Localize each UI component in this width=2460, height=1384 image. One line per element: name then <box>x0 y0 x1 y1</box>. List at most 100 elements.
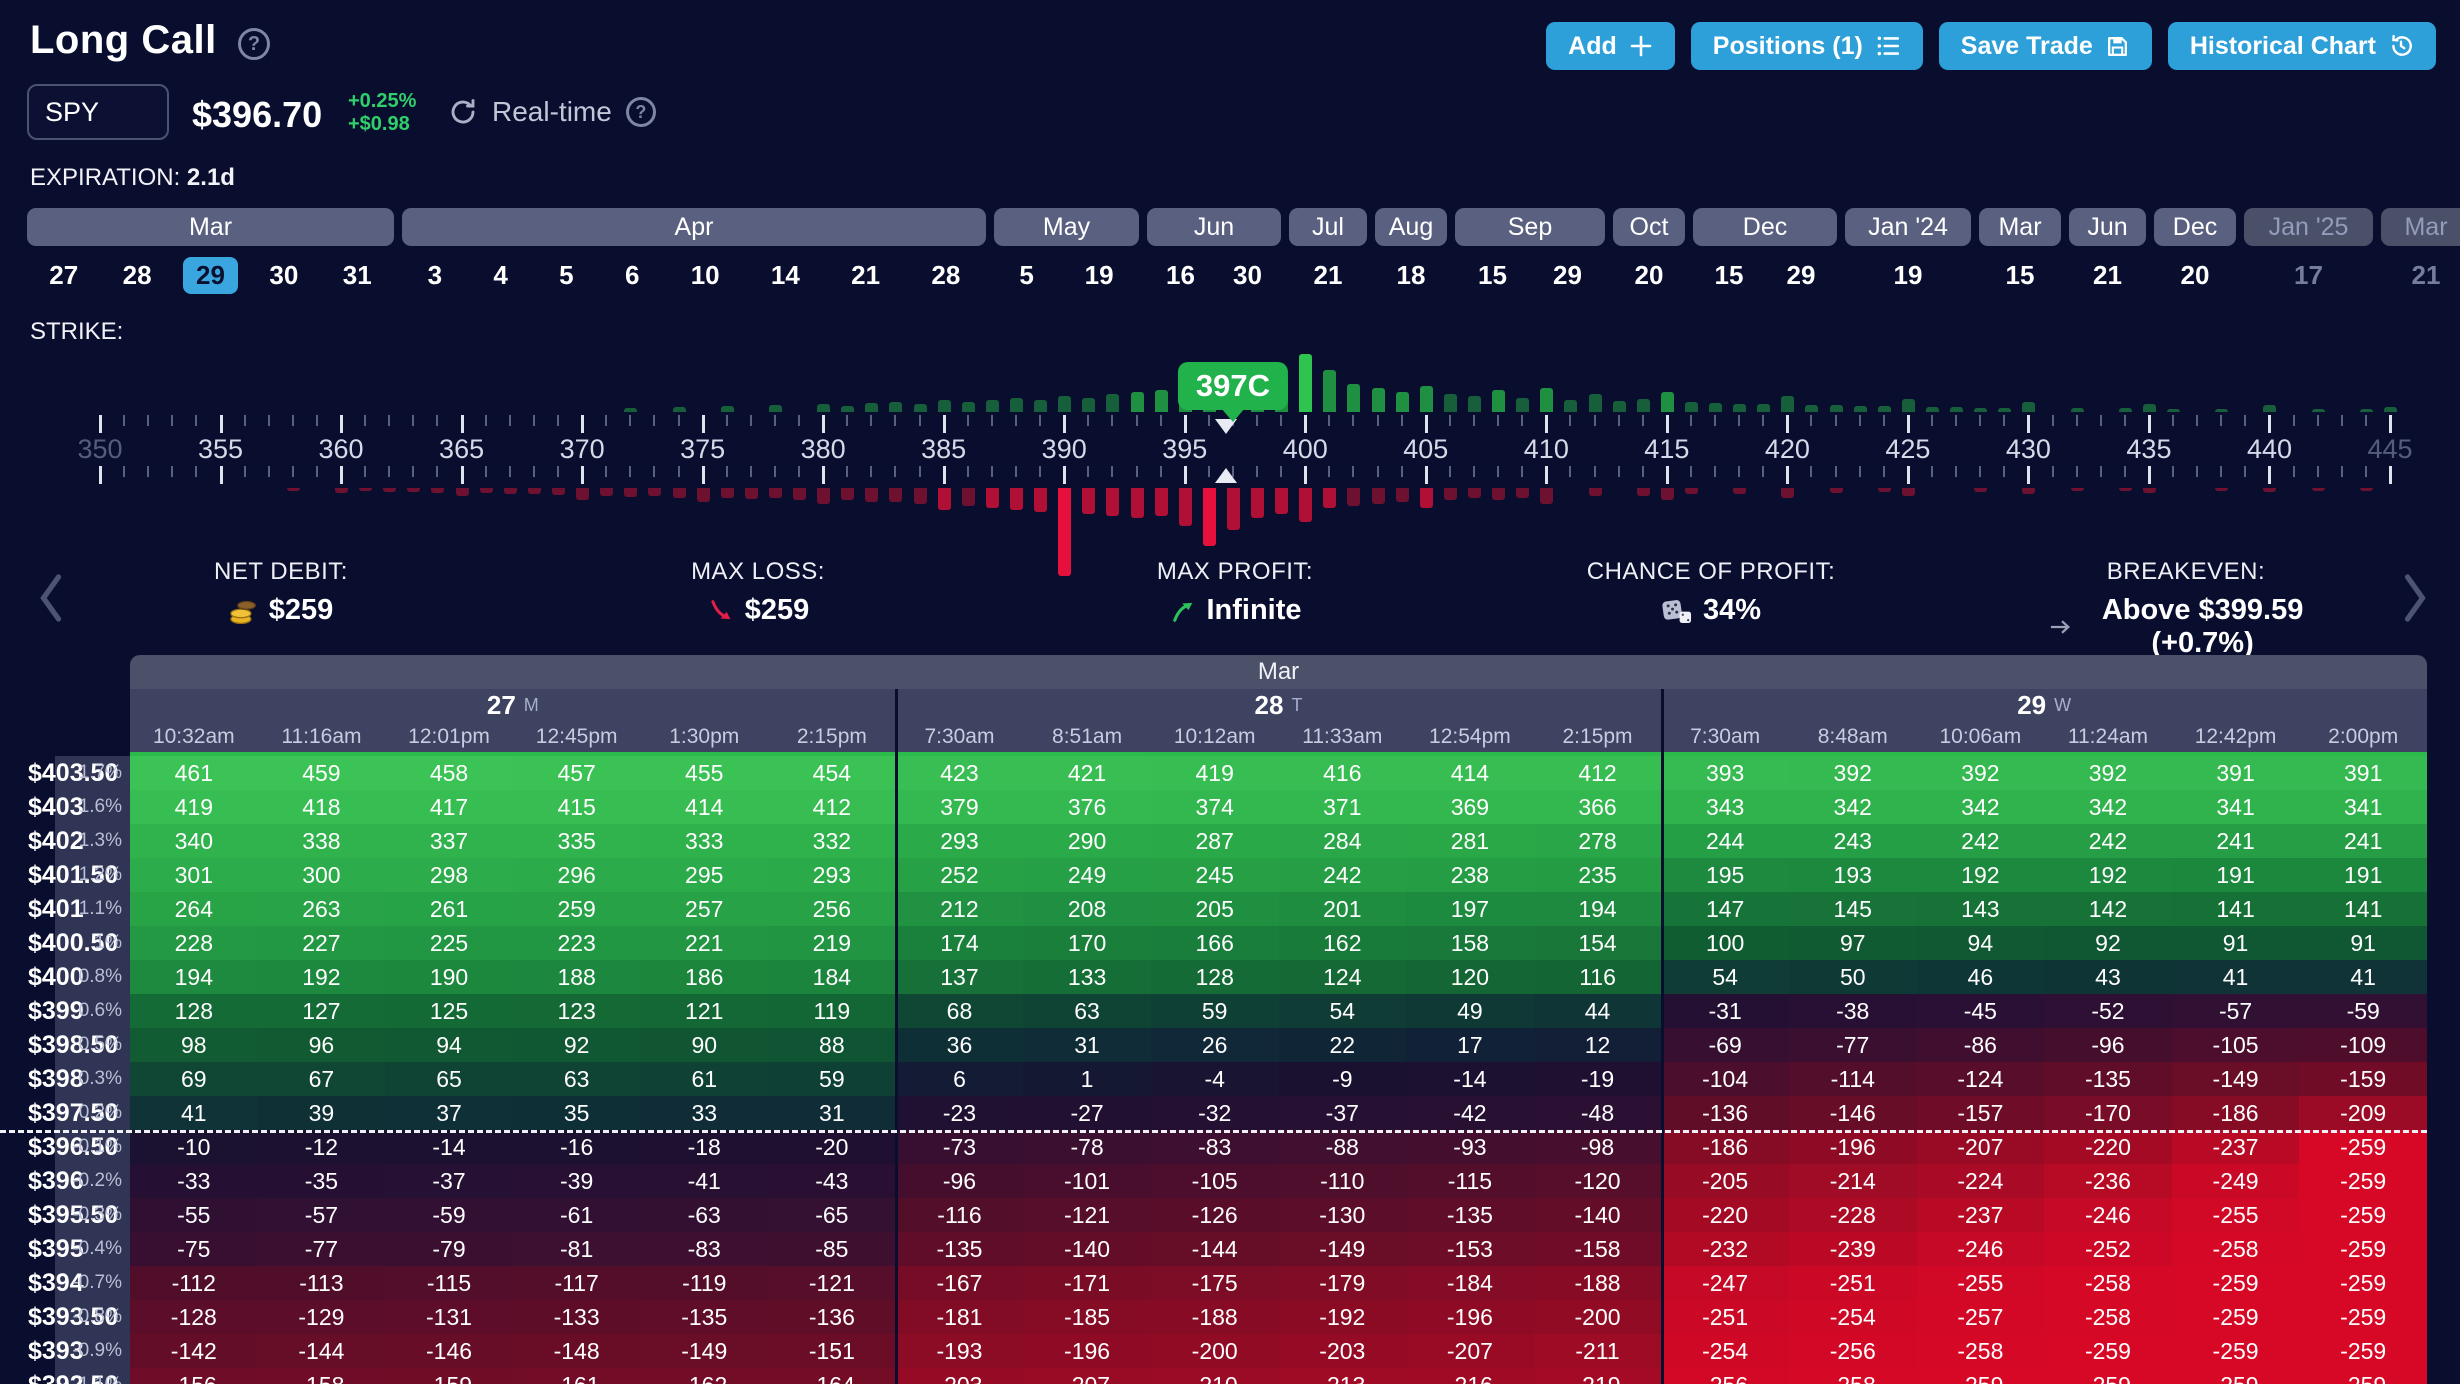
expiration-date-21[interactable]: 21 <box>2411 259 2441 290</box>
stats-prev-chevron-icon[interactable] <box>36 572 66 624</box>
month-tab-jun[interactable]: Jun <box>2069 208 2146 246</box>
put-volume-bar <box>552 488 565 495</box>
pl-cell: -105 <box>2171 1028 2300 1062</box>
pl-cell: -181 <box>895 1300 1024 1334</box>
strike-pct-change: 0.3% <box>78 1068 122 1089</box>
expiration-date-18[interactable]: 18 <box>1396 259 1426 290</box>
expiration-date-27[interactable]: 27 <box>49 259 79 290</box>
expiration-date-30[interactable]: 30 <box>1233 259 1262 290</box>
month-tab-mar[interactable]: Mar <box>27 208 394 246</box>
stats-next-chevron-icon[interactable] <box>2400 572 2430 624</box>
add-button[interactable]: Add <box>1546 22 1675 70</box>
axis-tick <box>1858 466 1861 477</box>
expiration-date-21[interactable]: 21 <box>2093 259 2122 290</box>
pl-cell: 264 <box>130 892 258 926</box>
strategy-help-icon[interactable]: ? <box>238 28 270 60</box>
pl-cell: 96 <box>257 1028 386 1062</box>
expiration-date-28[interactable]: 28 <box>931 259 961 290</box>
month-tab-apr[interactable]: Apr <box>402 208 986 246</box>
put-volume-bar <box>720 488 734 498</box>
month-tab-sep[interactable]: Sep <box>1455 208 1605 246</box>
expiration-date-15[interactable]: 15 <box>1714 259 1744 290</box>
expiration-date-15[interactable]: 15 <box>1478 259 1507 290</box>
historical-chart-button[interactable]: Historical Chart <box>2167 22 2436 70</box>
expiration-date-10[interactable]: 10 <box>690 259 720 290</box>
month-tab-may[interactable]: May <box>994 208 1139 246</box>
month-tab-jul[interactable]: Jul <box>1289 208 1367 246</box>
axis-tick <box>1111 415 1114 426</box>
pl-cell: -98 <box>1533 1130 1662 1164</box>
axis-label-375: 375 <box>680 434 726 464</box>
pl-cell: -164 <box>768 1368 896 1384</box>
put-volume-bar <box>841 488 855 500</box>
expiration-date-21[interactable]: 21 <box>1313 259 1343 290</box>
axis-tick <box>581 415 585 433</box>
refresh-icon[interactable] <box>448 97 478 127</box>
axis-tick <box>1762 415 1765 426</box>
axis-tick <box>2292 415 2295 426</box>
month-group-aug: Aug 18 <box>1375 208 1447 294</box>
pl-cell: 26 <box>1150 1028 1279 1062</box>
strike-badge[interactable]: 397C <box>1177 362 1288 410</box>
month-tab-dec[interactable]: Dec <box>1693 208 1837 246</box>
strike-pct-change: 0.5% <box>78 1034 122 1055</box>
strike-price: $402 <box>28 826 84 855</box>
expiration-date-5[interactable]: 5 <box>559 259 574 290</box>
month-tab-jan24[interactable]: Jan '24 <box>1845 208 1971 246</box>
expiration-date-16[interactable]: 16 <box>1166 259 1195 290</box>
save-trade-button[interactable]: Save Trade <box>1938 22 2152 70</box>
ticker-input[interactable] <box>27 84 169 140</box>
strike-badge-pointer <box>1220 408 1245 422</box>
pl-cell: 341 <box>2299 790 2427 824</box>
axis-tick <box>2364 466 2367 477</box>
expiration-date-20[interactable]: 20 <box>2180 259 2210 290</box>
expiration-date-30[interactable]: 30 <box>269 259 299 290</box>
axis-tick <box>1834 415 1837 426</box>
expiration-date-31[interactable]: 31 <box>342 259 372 290</box>
pl-cell: 300 <box>257 858 386 892</box>
pl-cell: 201 <box>1278 892 1407 926</box>
pl-cell: -113 <box>257 1266 386 1300</box>
month-tab-jun[interactable]: Jun <box>1147 208 1281 246</box>
time-header: 11:24am <box>2067 724 2149 748</box>
expiration-date-21[interactable]: 21 <box>851 259 881 290</box>
pl-cell: 238 <box>1406 858 1534 892</box>
month-tab-mar[interactable]: Mar <box>2381 208 2460 246</box>
month-tab-oct[interactable]: Oct <box>1613 208 1685 246</box>
month-tab-jan25[interactable]: Jan '25 <box>2244 208 2373 246</box>
expiration-date-14[interactable]: 14 <box>770 259 800 290</box>
month-tab-mar[interactable]: Mar <box>1979 208 2061 246</box>
pl-cell: 412 <box>768 790 896 824</box>
axis-tick <box>1135 466 1138 477</box>
axis-tick <box>1063 466 1067 484</box>
pl-cell: -144 <box>1150 1232 1279 1266</box>
pl-cell: 61 <box>640 1062 769 1096</box>
positions-button[interactable]: Positions (1) <box>1690 22 1923 70</box>
call-volume-bar <box>1516 398 1530 412</box>
expiration-date-5[interactable]: 5 <box>1019 259 1034 290</box>
realtime-help-icon[interactable]: ? <box>625 97 656 127</box>
axis-label-400: 400 <box>1282 434 1328 464</box>
expiration-date-4[interactable]: 4 <box>493 259 508 290</box>
expiration-date-19[interactable]: 19 <box>1084 259 1114 290</box>
expiration-date-28[interactable]: 28 <box>122 259 152 290</box>
expiration-date-29[interactable]: 29 <box>183 256 238 294</box>
time-header: 8:48am <box>1817 724 1888 748</box>
pl-cell: -158 <box>257 1368 386 1384</box>
expiration-date-29[interactable]: 29 <box>1553 259 1582 290</box>
strike-slider[interactable]: 350 355 360 365 370 375 380 385 390 395 400 405 410 4… <box>0 0 2460 600</box>
expiration-date-6[interactable]: 6 <box>624 259 640 290</box>
expiration-date-20[interactable]: 20 <box>1634 259 1664 290</box>
expiration-date-17[interactable]: 17 <box>2294 259 2323 290</box>
call-volume-bar <box>1636 399 1650 412</box>
pl-cell: 43 <box>2044 960 2172 994</box>
call-volume-bar <box>1371 388 1385 412</box>
expiration-date-3[interactable]: 3 <box>427 259 443 290</box>
expiration-date-19[interactable]: 19 <box>1893 259 1923 290</box>
expiration-date-15[interactable]: 15 <box>2005 259 2035 290</box>
stat-net-debit: NET DEBIT: $259 <box>214 558 348 627</box>
month-tab-dec[interactable]: Dec <box>2154 208 2236 246</box>
month-group-oct: Oct 20 <box>1613 208 1685 294</box>
month-tab-aug[interactable]: Aug <box>1375 208 1447 246</box>
expiration-date-29[interactable]: 29 <box>1786 259 1816 290</box>
